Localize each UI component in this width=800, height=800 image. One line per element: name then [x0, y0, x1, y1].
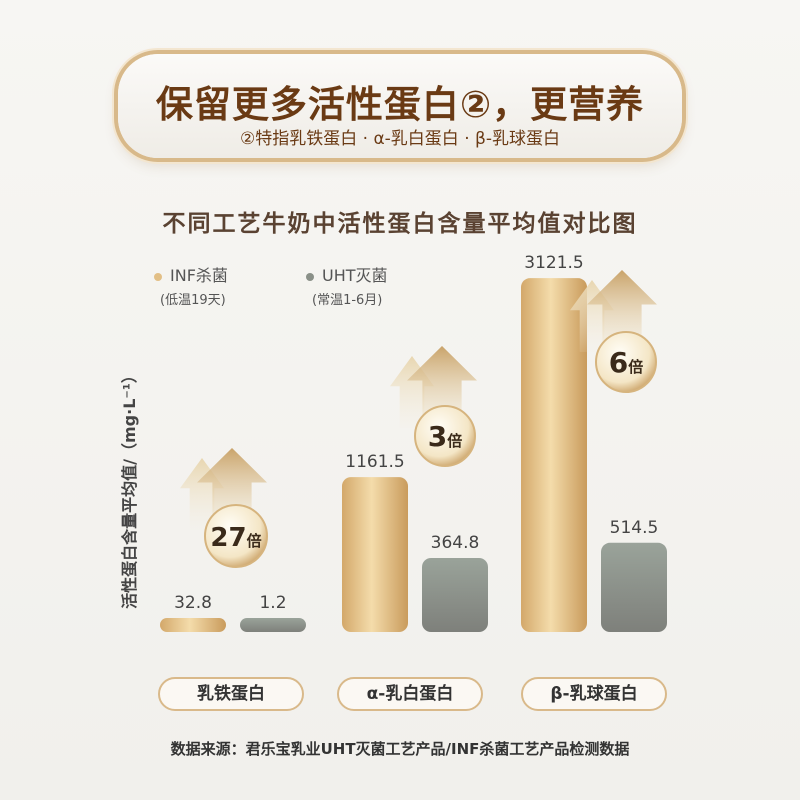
multiplier-badge-1 [414, 405, 476, 467]
arrow-up-icon-1 [407, 346, 477, 428]
bars-group: 32.8 1.2 1161.5 364.8 3121.5 514.5 [160, 253, 667, 632]
category-label-lactoferrin: 乳铁蛋白 [158, 677, 304, 711]
multiplier-badge-2 [595, 331, 657, 393]
legend-label-uht: UHT灭菌 [322, 266, 388, 285]
multiplier-label-0: 27倍 [210, 523, 261, 553]
legend-note-inf: (低温19天) [160, 293, 226, 308]
bar-1-1 [422, 557, 488, 632]
bar-value-label-2-0: 3121.5 [524, 253, 583, 273]
multiplier-label-2: 6倍 [609, 346, 644, 379]
bar-value-label-1-1: 364.8 [431, 533, 480, 553]
legend-label-inf: INF杀菌 [170, 266, 228, 285]
headline: 保留更多活性蛋白②，更营养 [155, 83, 645, 126]
bar-value-label-0-0: 32.8 [174, 593, 212, 613]
category-label-beta-lactoglobulin: β-乳球蛋白 [521, 677, 667, 711]
bar-value-label-1-0: 1161.5 [345, 452, 404, 472]
multiplier-group: 27倍 3倍 6倍 [180, 270, 657, 568]
bar-2-1 [601, 542, 667, 632]
bar-value-label-2-1: 514.5 [610, 518, 659, 538]
bar-2-0 [521, 278, 587, 632]
data-source-note: 数据来源：君乐宝乳业UHT灭菌工艺产品/INF杀菌工艺产品检测数据 [170, 740, 630, 758]
arrow-up-icon-2 [587, 270, 657, 352]
multiplier-badge-0 [204, 504, 268, 568]
bar-value-label-0-1: 1.2 [259, 593, 286, 613]
bar-1-0 [342, 477, 408, 632]
legend-dot-uht [306, 272, 314, 281]
multiplier-label-1: 3倍 [428, 420, 463, 453]
legend-note-uht: (常温1-6月) [312, 293, 383, 308]
legend-item-inf: INF杀菌 (低温19天) [154, 262, 228, 308]
headline-banner: 保留更多活性蛋白②，更营养 ②特指乳铁蛋白 · α-乳白蛋白 · β-乳球蛋白 [118, 54, 682, 158]
category-label-alpha-lactalbumin: α-乳白蛋白 [337, 677, 483, 711]
legend-dot-inf [154, 272, 162, 281]
legend-item-uht: UHT灭菌 (常温1-6月) [306, 262, 388, 308]
chart-title: 不同工艺牛奶中活性蛋白含量平均值对比图 [162, 211, 638, 237]
headline-note: ②特指乳铁蛋白 · α-乳白蛋白 · β-乳球蛋白 [240, 129, 560, 149]
bar-0-1 [240, 618, 306, 632]
bar-0-0 [160, 618, 226, 632]
